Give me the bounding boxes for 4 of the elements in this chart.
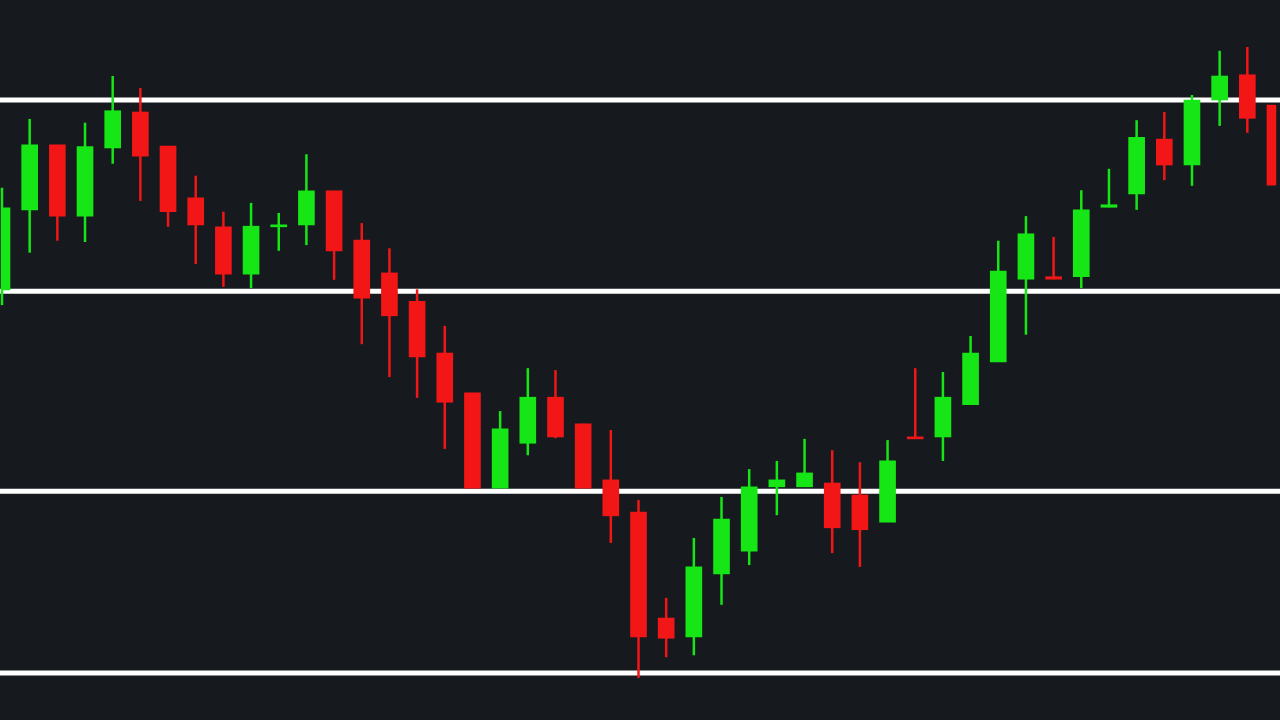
candlestick [1100, 167, 1118, 209]
candlestick [1045, 235, 1062, 281]
candlestick [796, 437, 813, 489]
candlestick [657, 596, 675, 659]
